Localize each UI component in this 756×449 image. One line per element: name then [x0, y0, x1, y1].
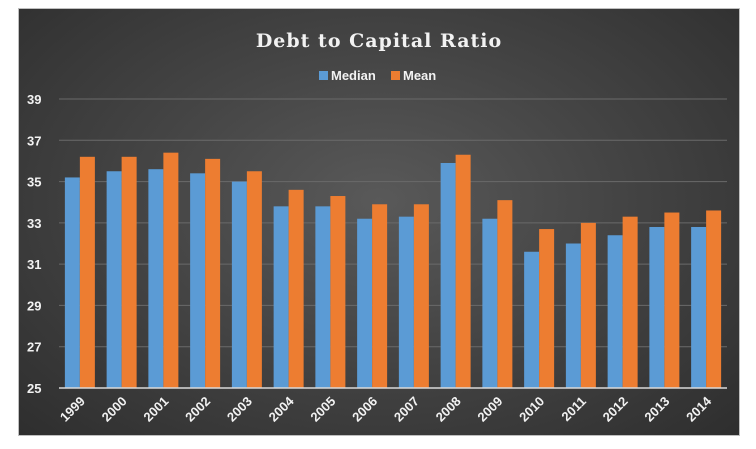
- x-tick-label: 2003: [224, 394, 255, 425]
- bar-median-2012: [607, 235, 623, 388]
- x-tick-label: 2005: [307, 394, 338, 425]
- bar-median-2005: [315, 206, 331, 388]
- x-tick-label: 2012: [600, 394, 631, 425]
- bar-median-2006: [357, 218, 373, 388]
- bar-mean-1999: [79, 156, 95, 388]
- bar-mean-2013: [664, 212, 680, 388]
- bars: [64, 152, 722, 388]
- legend-swatch-mean: [391, 71, 400, 80]
- x-tick-label: 2002: [182, 394, 213, 425]
- y-tick-label: 25: [27, 381, 41, 396]
- bar-mean-2011: [580, 222, 596, 388]
- chart-frame: 25 27 29 31 33 35 37 39 1999 2000 2001 2002 2003 200…: [18, 8, 740, 436]
- bar-median-2004: [273, 206, 289, 388]
- bar-median-1999: [64, 177, 80, 388]
- bar-median-2003: [231, 181, 247, 388]
- x-tick-label: 2004: [266, 393, 298, 425]
- y-tick-label: 33: [27, 216, 41, 231]
- legend: Median Mean: [319, 68, 436, 83]
- legend-label-mean: Mean: [403, 68, 436, 83]
- bar-median-2007: [398, 216, 414, 388]
- x-tick-label: 2011: [558, 394, 589, 425]
- bar-median-2013: [649, 226, 665, 388]
- x-tick-label: 2010: [516, 394, 547, 425]
- bar-mean-2000: [121, 156, 137, 388]
- x-tick-label: 2006: [349, 394, 380, 425]
- x-tick-label: 2013: [641, 394, 672, 425]
- bar-median-2011: [565, 243, 581, 388]
- bar-mean-2009: [497, 200, 513, 388]
- x-tick-label: 2000: [99, 394, 130, 425]
- chart-title: Debt to Capital Ratio: [256, 30, 502, 52]
- x-axis-ticks: 1999 2000 2001 2002 2003 2004 2005 2006 2007 2008…: [57, 393, 715, 425]
- y-axis-ticks: 25 27 29 31 33 35 37 39: [27, 92, 41, 396]
- bar-mean-2007: [413, 204, 429, 388]
- bar-median-2001: [148, 169, 164, 388]
- bar-mean-2014: [706, 210, 722, 388]
- bar-mean-2002: [205, 158, 221, 388]
- x-tick-label: 1999: [57, 394, 88, 425]
- bar-mean-2003: [246, 171, 262, 388]
- bar-median-2009: [482, 218, 498, 388]
- bar-mean-2004: [288, 189, 304, 388]
- bar-mean-2005: [330, 196, 346, 388]
- bar-median-2002: [190, 173, 206, 388]
- x-tick-label: 2001: [140, 394, 171, 425]
- x-tick-label: 2014: [683, 393, 715, 425]
- bar-mean-2010: [539, 229, 555, 388]
- x-tick-label: 2007: [391, 394, 422, 425]
- bar-median-2000: [106, 171, 122, 388]
- bar-mean-2001: [163, 152, 179, 388]
- x-tick-label: 2008: [433, 394, 464, 425]
- bar-median-2010: [524, 251, 540, 388]
- legend-swatch-median: [319, 71, 328, 80]
- bar-mean-2012: [622, 216, 638, 388]
- bar-mean-2006: [372, 204, 388, 388]
- x-tick-label: 2009: [474, 394, 505, 425]
- y-tick-label: 39: [27, 92, 41, 107]
- bar-median-2014: [691, 226, 707, 388]
- y-tick-label: 27: [27, 340, 41, 355]
- bar-mean-2008: [455, 154, 471, 388]
- y-tick-label: 37: [27, 133, 41, 148]
- y-tick-label: 31: [27, 257, 41, 272]
- legend-label-median: Median: [331, 68, 376, 83]
- y-tick-label: 29: [27, 298, 41, 313]
- y-tick-label: 35: [27, 175, 41, 190]
- chart-svg: 25 27 29 31 33 35 37 39 1999 2000 2001 2002 2003 200…: [27, 30, 727, 425]
- bar-median-2008: [440, 162, 456, 388]
